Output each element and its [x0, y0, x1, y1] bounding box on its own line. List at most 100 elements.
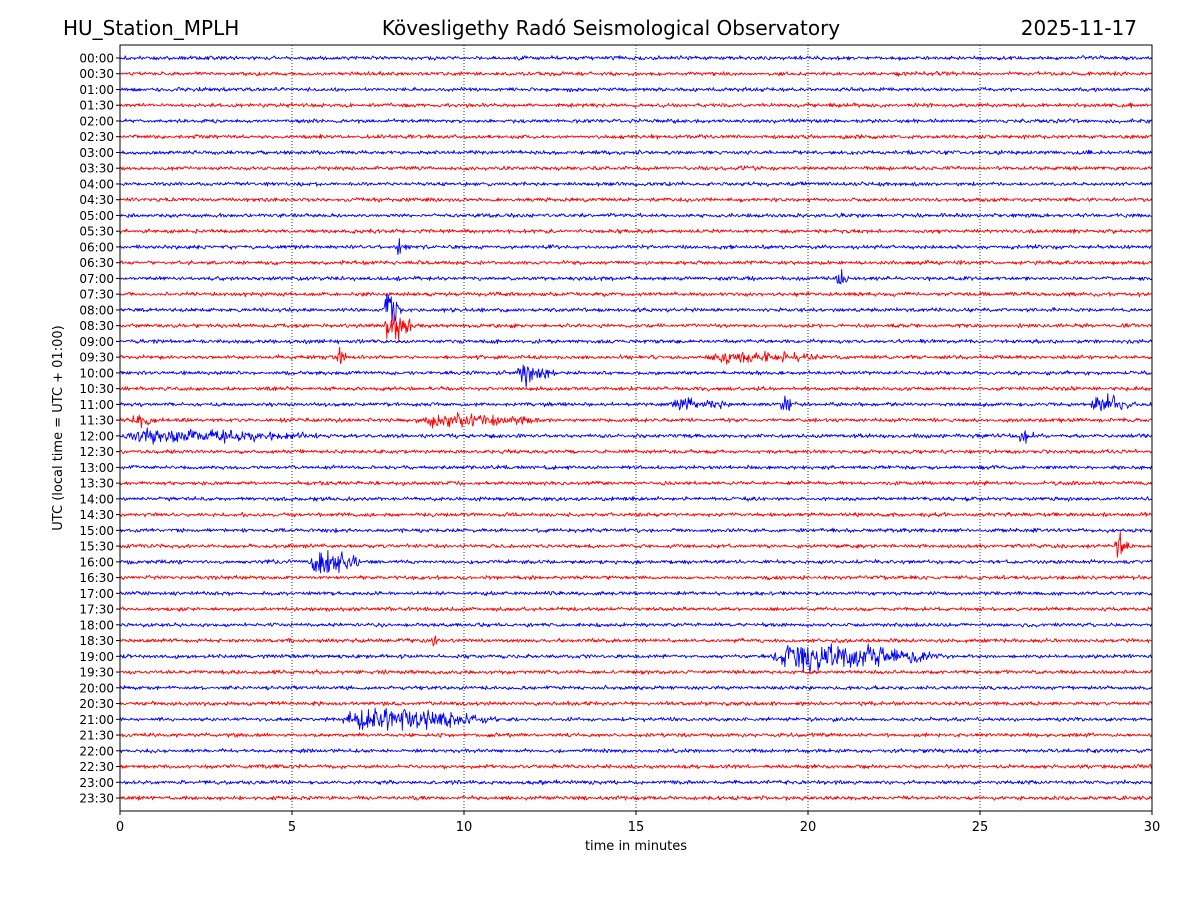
trace-2130 — [119, 732, 1153, 738]
y-tick-label: 23:30 — [79, 792, 114, 806]
trace-0130 — [119, 102, 1153, 109]
trace-1830 — [119, 635, 1153, 647]
chart-date: 2025-11-17 — [1020, 16, 1137, 40]
y-tick-label: 22:30 — [79, 760, 114, 774]
trace-0500 — [119, 212, 1153, 219]
trace-0200 — [119, 118, 1153, 124]
trace-1900 — [119, 643, 1153, 674]
y-tick-label: 07:00 — [79, 272, 114, 286]
x-tick-label: 30 — [1144, 820, 1161, 835]
seismic-traces — [119, 55, 1153, 801]
trace-1400 — [119, 495, 1153, 502]
trace-1300 — [119, 464, 1153, 471]
y-tick-label: 01:30 — [79, 99, 114, 113]
trace-2000 — [119, 684, 1153, 691]
y-axis-label: UTC (local time = UTC + 01:00) — [51, 325, 66, 530]
trace-0400 — [119, 181, 1153, 187]
y-tick-label: 10:30 — [79, 382, 114, 396]
x-tick-label: 15 — [628, 820, 645, 835]
y-tick-label: 02:00 — [79, 114, 114, 128]
trace-0630 — [119, 259, 1153, 266]
y-tick-label: 21:00 — [79, 713, 114, 727]
y-tick-label: 00:30 — [79, 67, 114, 81]
y-tick-label: 18:00 — [79, 618, 114, 632]
trace-2330 — [119, 795, 1153, 801]
y-tick-label: 03:30 — [79, 162, 114, 176]
trace-1100 — [119, 393, 1153, 412]
trace-0530 — [119, 228, 1153, 235]
trace-1200 — [119, 427, 1153, 445]
trace-1730 — [119, 606, 1153, 612]
trace-1600 — [119, 550, 1153, 574]
trace-0830 — [119, 312, 1153, 341]
trace-0930 — [119, 346, 1153, 365]
trace-0100 — [119, 86, 1153, 93]
y-tick-label: 12:30 — [79, 445, 114, 459]
trace-1030 — [119, 385, 1153, 392]
y-tick-label: 07:30 — [79, 288, 114, 302]
trace-1700 — [119, 590, 1153, 597]
y-tick-label: 15:30 — [79, 540, 114, 554]
y-tick-label: 04:30 — [79, 193, 114, 207]
trace-0700 — [119, 268, 1153, 285]
trace-0230 — [119, 134, 1153, 140]
y-tick-label: 14:30 — [79, 508, 114, 522]
y-tick-label: 04:00 — [79, 177, 114, 191]
x-tick-label: 10 — [456, 820, 473, 835]
y-tick-label: 18:30 — [79, 634, 114, 648]
trace-1330 — [119, 480, 1153, 487]
y-tick-label: 13:00 — [79, 461, 114, 475]
trace-0730 — [119, 291, 1153, 298]
trace-0000 — [119, 55, 1153, 61]
y-tick-label: 06:30 — [79, 256, 114, 270]
y-tick-label: 00:00 — [79, 52, 114, 66]
y-tick-label: 13:30 — [79, 477, 114, 491]
y-tick-label: 19:00 — [79, 650, 114, 664]
trace-1500 — [119, 527, 1153, 534]
y-tick-label: 15:00 — [79, 524, 114, 538]
trace-0330 — [119, 165, 1153, 171]
y-tick-label: 05:30 — [79, 225, 114, 239]
trace-2100 — [119, 707, 1153, 731]
x-tick-label: 5 — [288, 820, 296, 835]
trace-0800 — [119, 292, 1153, 323]
y-tick-label: 21:30 — [79, 729, 114, 743]
trace-2030 — [119, 700, 1153, 707]
y-tick-label: 09:00 — [79, 335, 114, 349]
trace-1000 — [119, 364, 1153, 388]
trace-0300 — [119, 149, 1153, 156]
y-tick-label: 20:00 — [79, 681, 114, 695]
y-tick-label: 11:30 — [79, 414, 114, 428]
trace-1530 — [119, 531, 1153, 558]
trace-0900 — [119, 338, 1153, 345]
x-tick-label: 20 — [800, 820, 817, 835]
y-tick-label: 03:00 — [79, 146, 114, 160]
trace-2200 — [119, 748, 1153, 754]
y-tick-label: 17:00 — [79, 587, 114, 601]
trace-0600 — [119, 238, 1153, 256]
trace-1630 — [119, 574, 1153, 581]
y-tick-label: 20:30 — [79, 697, 114, 711]
trace-1930 — [119, 669, 1153, 675]
y-tick-label: 17:30 — [79, 603, 114, 617]
station-name: HU_Station_MPLH — [63, 16, 240, 40]
y-tick-label: 08:00 — [79, 303, 114, 317]
trace-1130 — [119, 411, 1153, 429]
x-axis-ticks: 0 5 10 15 20 25 30 — [116, 811, 1160, 835]
trace-2230 — [119, 763, 1153, 770]
grid-lines — [291, 45, 981, 811]
trace-1430 — [119, 511, 1153, 518]
chart-title: Kövesligethy Radó Seismological Observat… — [381, 16, 841, 40]
y-tick-label: 09:30 — [79, 351, 114, 365]
y-tick-label: 06:00 — [79, 240, 114, 254]
y-tick-label: 23:00 — [79, 776, 114, 790]
trace-0430 — [119, 197, 1153, 203]
y-tick-label: 12:00 — [79, 429, 114, 443]
y-tick-label: 19:30 — [79, 666, 114, 680]
trace-1800 — [119, 622, 1153, 628]
x-axis-label: time in minutes — [585, 839, 687, 854]
trace-2300 — [119, 779, 1153, 786]
y-tick-label: 16:30 — [79, 571, 114, 585]
